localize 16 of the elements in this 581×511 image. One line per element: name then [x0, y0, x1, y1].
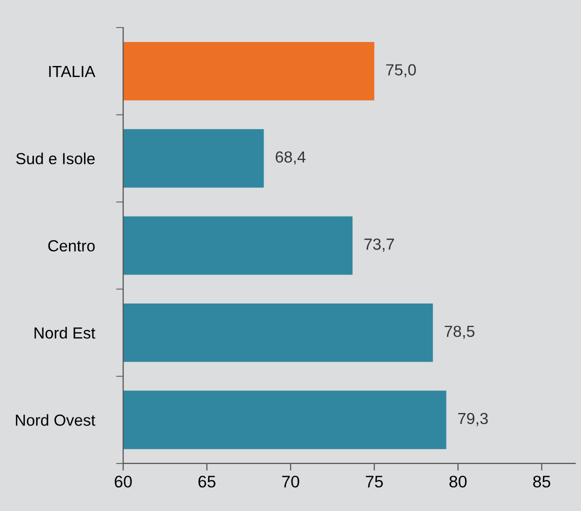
y-tick-label: Centro — [48, 240, 95, 252]
y-tick-label: Nord Ovest — [16, 414, 96, 426]
x-tick-label: 85 — [533, 476, 550, 488]
y-tick-label: Nord Est — [34, 326, 96, 339]
data-label: 75,0 — [386, 64, 416, 78]
y-tick-label: ITALIA — [49, 66, 96, 77]
data-label: 79,3 — [458, 412, 488, 426]
x-tick-label: 65 — [198, 476, 216, 488]
x-tick-label: 60 — [114, 476, 132, 488]
x-tick-label: 75 — [366, 476, 383, 488]
data-label: 73,7 — [364, 238, 394, 252]
y-tick-label: Sud e Isole — [16, 152, 95, 164]
data-label: 68,4 — [276, 151, 306, 165]
x-tick-label: 80 — [449, 476, 467, 488]
data-label: 78,5 — [444, 326, 474, 339]
x-tick-label: 70 — [282, 476, 300, 488]
